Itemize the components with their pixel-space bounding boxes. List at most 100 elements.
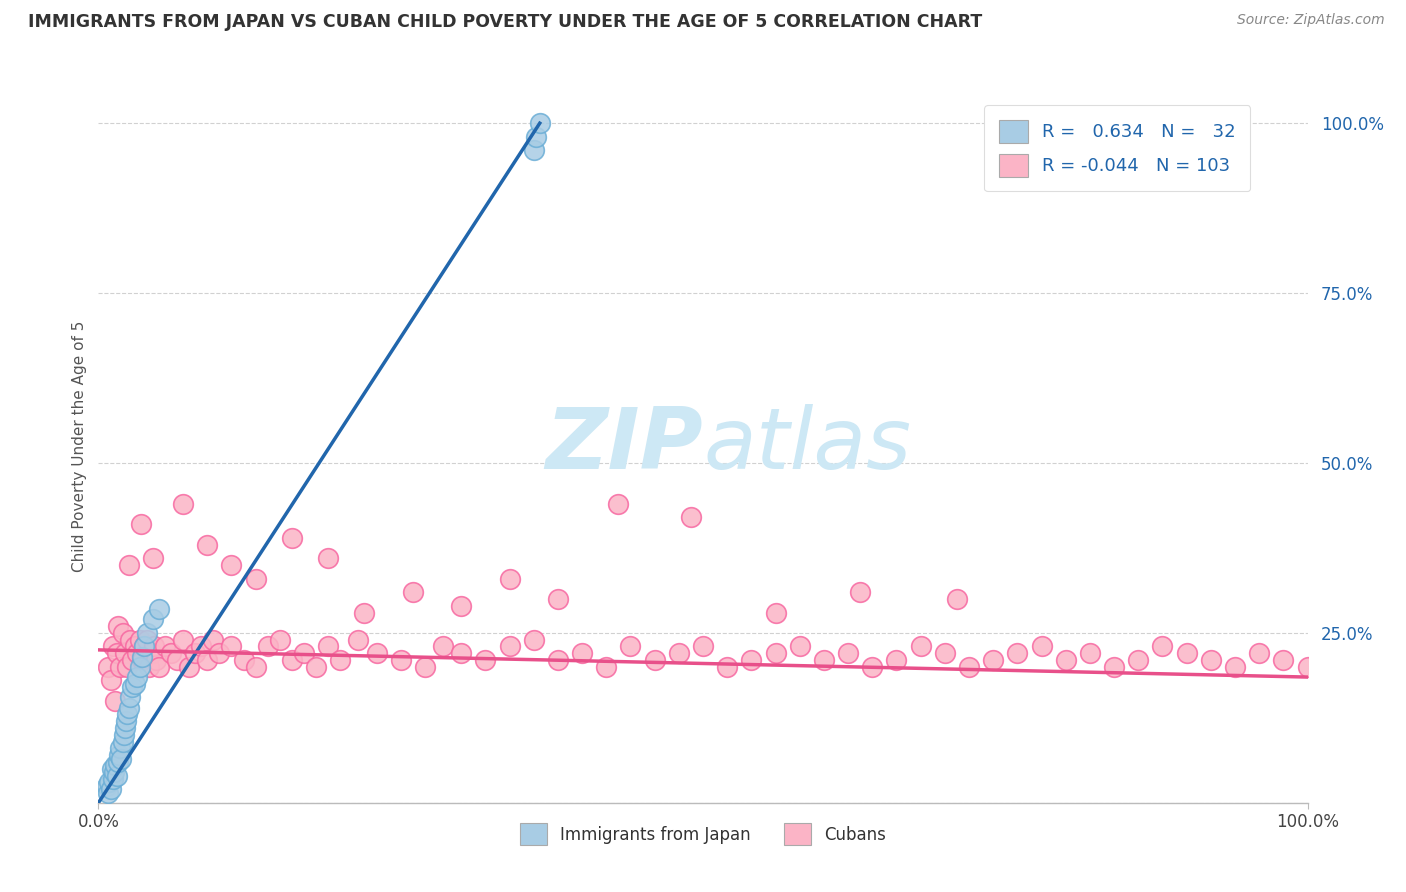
Point bbox=[100, 673, 122, 688]
Point bbox=[111, 734, 134, 748]
Point bbox=[134, 640, 156, 654]
Point bbox=[450, 599, 472, 613]
Point bbox=[886, 653, 908, 667]
Point bbox=[353, 606, 375, 620]
Point bbox=[127, 670, 149, 684]
Point bbox=[124, 677, 146, 691]
Point bbox=[104, 758, 127, 772]
Point bbox=[789, 640, 811, 654]
Point bbox=[316, 640, 339, 654]
Point bbox=[1054, 653, 1077, 667]
Point bbox=[202, 632, 225, 647]
Point bbox=[1175, 646, 1198, 660]
Point bbox=[547, 653, 569, 667]
Point bbox=[100, 762, 122, 776]
Point bbox=[148, 602, 170, 616]
Text: ZIP: ZIP bbox=[546, 404, 703, 488]
Point bbox=[245, 572, 267, 586]
Point bbox=[153, 640, 176, 654]
Point bbox=[366, 646, 388, 660]
Point bbox=[118, 632, 141, 647]
Point bbox=[135, 632, 157, 647]
Point bbox=[523, 144, 546, 158]
Point bbox=[281, 653, 304, 667]
Point bbox=[107, 619, 129, 633]
Point bbox=[1102, 660, 1125, 674]
Point bbox=[607, 497, 630, 511]
Point bbox=[145, 653, 167, 667]
Point bbox=[498, 640, 520, 654]
Point bbox=[101, 772, 124, 786]
Point bbox=[128, 660, 150, 674]
Point bbox=[124, 640, 146, 654]
Point bbox=[142, 551, 165, 566]
Point bbox=[281, 531, 304, 545]
Point bbox=[118, 558, 141, 572]
Point bbox=[1223, 660, 1246, 674]
Point bbox=[450, 646, 472, 660]
Point bbox=[117, 660, 139, 674]
Point bbox=[129, 517, 152, 532]
Point bbox=[595, 660, 617, 674]
Point bbox=[97, 660, 120, 674]
Point bbox=[813, 653, 835, 667]
Point bbox=[135, 626, 157, 640]
Point bbox=[1296, 660, 1319, 674]
Point bbox=[934, 646, 956, 660]
Point bbox=[292, 646, 315, 660]
Point bbox=[128, 632, 150, 647]
Point bbox=[208, 646, 231, 660]
Text: atlas: atlas bbox=[703, 404, 911, 488]
Point bbox=[571, 646, 593, 660]
Point bbox=[142, 612, 165, 626]
Point bbox=[143, 640, 166, 654]
Point bbox=[117, 707, 139, 722]
Point bbox=[849, 585, 872, 599]
Point bbox=[668, 646, 690, 660]
Point bbox=[107, 755, 129, 769]
Point bbox=[172, 497, 194, 511]
Point bbox=[111, 626, 134, 640]
Text: IMMIGRANTS FROM JAPAN VS CUBAN CHILD POVERTY UNDER THE AGE OF 5 CORRELATION CHAR: IMMIGRANTS FROM JAPAN VS CUBAN CHILD POV… bbox=[28, 13, 983, 31]
Point bbox=[118, 690, 141, 705]
Point bbox=[110, 751, 132, 765]
Point bbox=[692, 640, 714, 654]
Point bbox=[160, 646, 183, 660]
Point bbox=[166, 653, 188, 667]
Point bbox=[347, 632, 370, 647]
Point bbox=[195, 653, 218, 667]
Point bbox=[524, 129, 547, 144]
Point bbox=[104, 694, 127, 708]
Point bbox=[131, 649, 153, 664]
Point bbox=[1272, 653, 1295, 667]
Point bbox=[112, 728, 135, 742]
Point bbox=[1249, 646, 1271, 660]
Point bbox=[108, 660, 131, 674]
Point bbox=[1128, 653, 1150, 667]
Point bbox=[1031, 640, 1053, 654]
Point bbox=[498, 572, 520, 586]
Point bbox=[402, 585, 425, 599]
Point bbox=[740, 653, 762, 667]
Point bbox=[269, 632, 291, 647]
Point bbox=[96, 779, 118, 793]
Point bbox=[105, 646, 128, 660]
Point bbox=[101, 640, 124, 654]
Point bbox=[329, 653, 352, 667]
Point bbox=[860, 660, 883, 674]
Text: Source: ZipAtlas.com: Source: ZipAtlas.com bbox=[1237, 13, 1385, 28]
Point bbox=[1007, 646, 1029, 660]
Point bbox=[946, 591, 969, 606]
Point bbox=[195, 537, 218, 551]
Point bbox=[837, 646, 859, 660]
Point bbox=[115, 714, 138, 729]
Point bbox=[432, 640, 454, 654]
Point bbox=[256, 640, 278, 654]
Point bbox=[148, 660, 170, 674]
Point bbox=[765, 606, 787, 620]
Point bbox=[957, 660, 980, 674]
Point bbox=[141, 646, 163, 660]
Point bbox=[1199, 653, 1222, 667]
Point bbox=[114, 646, 136, 660]
Point bbox=[1152, 640, 1174, 654]
